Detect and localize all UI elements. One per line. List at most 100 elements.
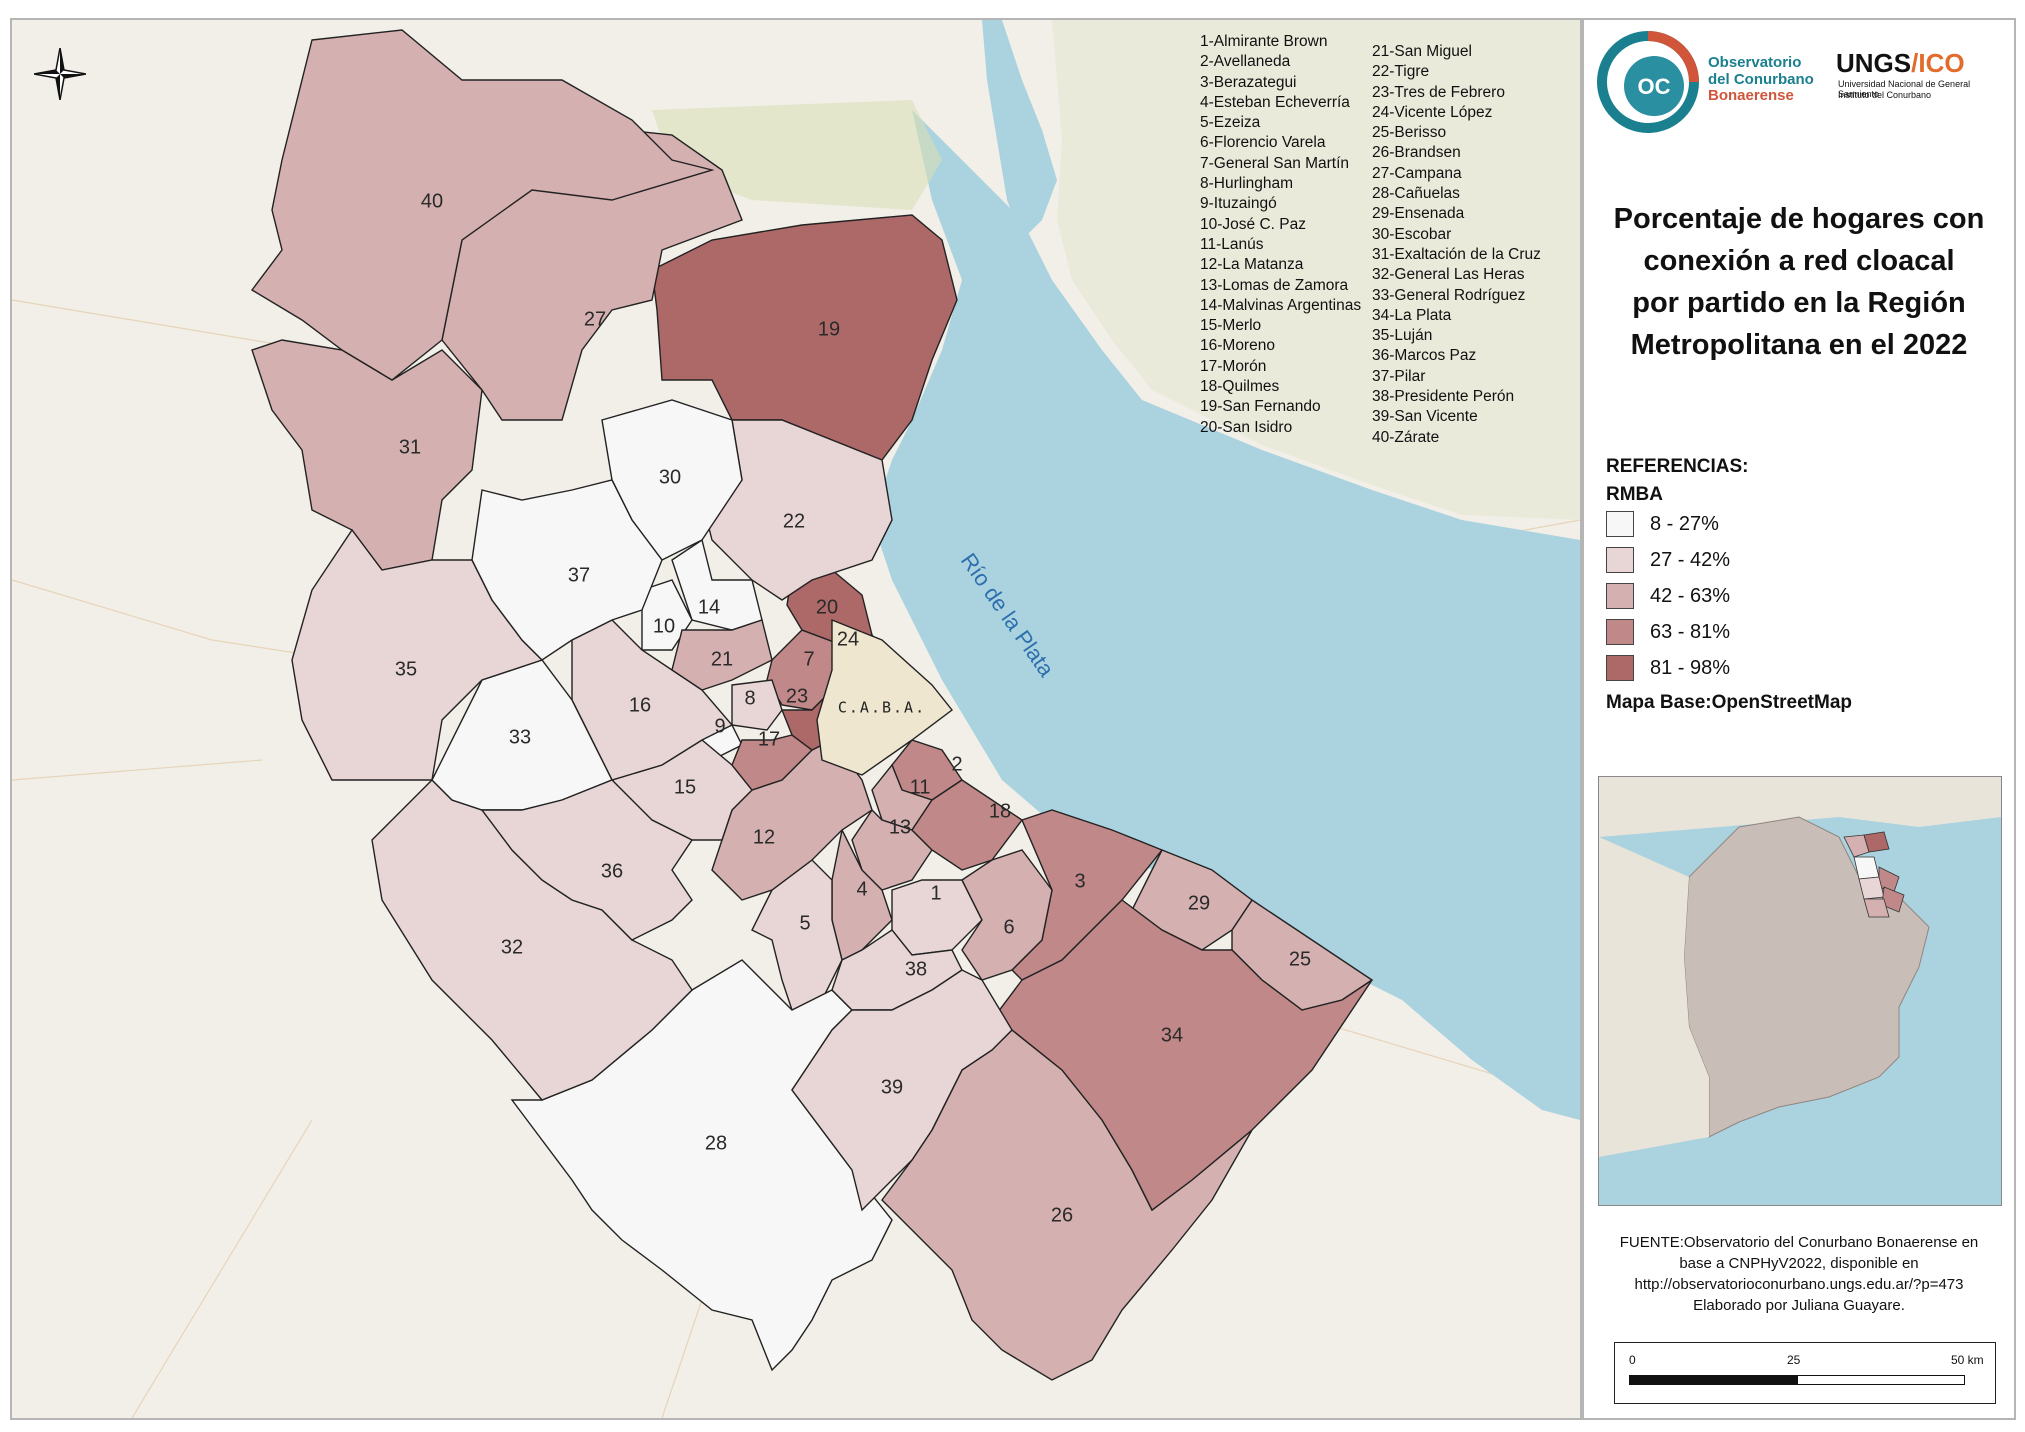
coc-logo-line3: Bonaerense <box>1708 87 1794 104</box>
district-label: 4 <box>856 878 867 900</box>
district-polygon[interactable] <box>961 849 1053 981</box>
district-index-item: 29-Ensenada <box>1372 205 1465 223</box>
district-label: 33 <box>509 726 531 748</box>
district-index-item: 39-San Vicente <box>1372 408 1478 426</box>
legend-row: 81 - 98% <box>1606 650 2006 686</box>
district-index-item: 15-Merlo <box>1200 317 1262 335</box>
district-index-item: 13-Lomas de Zamora <box>1200 276 1349 294</box>
ungs-subtitle-2: Instituto del Conurbano <box>1838 90 1932 100</box>
district-polygon[interactable] <box>731 734 814 791</box>
ungs-subtitle-1: Universidad Nacional de General Sarmient… <box>1838 79 1971 99</box>
district-polygon[interactable] <box>671 619 773 691</box>
legend-row: 8 - 27% <box>1606 506 2006 542</box>
caba-polygon[interactable] <box>816 618 953 776</box>
district-index-item: 2-Avellaneda <box>1200 53 1291 71</box>
district-index-item: 8-Hurlingham <box>1200 175 1294 193</box>
district-label: 27 <box>584 308 606 330</box>
inset-land-north <box>1599 777 2001 837</box>
district-polygon[interactable] <box>990 899 1373 1212</box>
district-label: 7 <box>803 648 814 670</box>
district-label: 2 <box>951 753 962 775</box>
district-label: 6 <box>1003 916 1014 938</box>
map-frame[interactable]: Río de la Plata C.A.B.A. 1 2 3 4 5 6 7 8 9 10 11 12… <box>10 18 1582 1420</box>
district-label: 29 <box>1188 892 1210 914</box>
district-label: 39 <box>881 1076 903 1098</box>
source-line-2: base a CNPHyV2022, disponible en <box>1679 1255 1919 1272</box>
district-label: 3 <box>1074 870 1085 892</box>
district-polygon[interactable] <box>671 538 763 631</box>
district-label: 31 <box>399 436 421 458</box>
district-label: 17 <box>758 728 780 750</box>
district-label: 18 <box>989 800 1011 822</box>
district-index-item: 7-General San Martín <box>1200 154 1350 172</box>
district-index-item: 12-La Matanza <box>1200 256 1304 274</box>
district-label: 20 <box>816 596 838 618</box>
district-label: 25 <box>1289 948 1311 970</box>
district-index-item: 11-Lanús <box>1200 235 1264 253</box>
north-arrow-icon <box>34 48 86 100</box>
district-label: 8 <box>744 687 755 709</box>
legend-heading: REFERENCIAS: <box>1606 456 1749 477</box>
district-label: 24 <box>837 628 859 650</box>
legend-rows: 8 - 27% 27 - 42% 42 - 63% 63 - 81% 81 - 98% <box>1606 506 2006 686</box>
district-label: 40 <box>421 190 443 212</box>
district-label: 35 <box>395 658 417 680</box>
district-index-item: 19-San Fernando <box>1200 398 1321 416</box>
district-polygon[interactable] <box>731 679 783 731</box>
source-line-1: FUENTE:Observatorio del Conurbano Bonaer… <box>1619 1234 1979 1251</box>
legend-row: 27 - 42% <box>1606 542 2006 578</box>
district-label: 10 <box>653 615 675 637</box>
district-polygon[interactable] <box>651 214 958 461</box>
district-index-item: 23-Tres de Febrero <box>1372 83 1505 101</box>
coc-logo-icon: OC <box>1597 31 1699 133</box>
district-label: 15 <box>674 776 696 798</box>
district-label: 16 <box>629 694 651 716</box>
district-polygon[interactable] <box>911 779 1024 871</box>
district-label: 12 <box>753 826 775 848</box>
scale-bar-black <box>1629 1375 1797 1385</box>
district-index-item: 5-Ezeiza <box>1200 114 1261 132</box>
district-polygon[interactable] <box>480 779 694 941</box>
district-index-column-2: 21-San Miguel 22-Tigre 23-Tres de Febrero 2… <box>1372 42 1541 448</box>
rio-de-la-plata <box>872 110 1580 1120</box>
district-label: 11 <box>910 776 931 798</box>
district-label: 34 <box>1161 1024 1183 1046</box>
legend-swatch <box>1606 583 1634 609</box>
scale-label-25: 25 <box>1787 1353 1801 1367</box>
district-index-item: 10-José C. Paz <box>1200 215 1306 233</box>
district-index-item: 35-Luján <box>1372 327 1433 345</box>
legend-label: 63 - 81% <box>1650 620 1731 643</box>
district-label: 23 <box>786 685 808 707</box>
district-index-item: 30-Escobar <box>1372 225 1452 243</box>
district-label: 32 <box>501 936 523 958</box>
district-index-item: 25-Berisso <box>1372 124 1447 142</box>
district-label: 36 <box>601 860 623 882</box>
district-polygon[interactable] <box>250 29 715 381</box>
district-label: 30 <box>659 466 681 488</box>
district-index-item: 9-Ituzaingó <box>1200 195 1277 213</box>
map-title: Porcentaje de hogares con conexión a red… <box>1584 198 2014 366</box>
district-index-item: 28-Cañuelas <box>1372 185 1460 203</box>
source-text: FUENTE:Observatorio del Conurbano Bonaer… <box>1584 1232 2014 1316</box>
ungs-separator: / <box>1911 48 1919 78</box>
district-polygon[interactable] <box>791 969 1013 1212</box>
district-label: 22 <box>783 510 805 532</box>
district-polygon[interactable] <box>291 528 544 781</box>
legend-swatch <box>1606 511 1634 537</box>
map-title-line-4: Metropolitana en el 2022 <box>1630 329 1968 361</box>
district-label: 26 <box>1051 1204 1073 1226</box>
district-index-item: 38-Presidente Perón <box>1372 388 1515 406</box>
district-index-item: 31-Exaltación de la Cruz <box>1372 245 1541 263</box>
district-index-item: 3-Berazategui <box>1200 73 1297 91</box>
parana-delta-water <box>982 20 1057 240</box>
district-index-item: 4-Esteban Echeverría <box>1200 93 1350 111</box>
legend-label: 27 - 42% <box>1650 548 1731 571</box>
district-polygon[interactable] <box>471 479 663 661</box>
ico-name: ICO <box>1918 48 1965 78</box>
district-index-item: 14-Malvinas Argentinas <box>1200 296 1362 314</box>
district-label: 37 <box>568 564 590 586</box>
map-title-line-1: Porcentaje de hogares con <box>1613 203 1985 235</box>
map-title-line-2: conexión a red cloacal <box>1643 245 1955 277</box>
